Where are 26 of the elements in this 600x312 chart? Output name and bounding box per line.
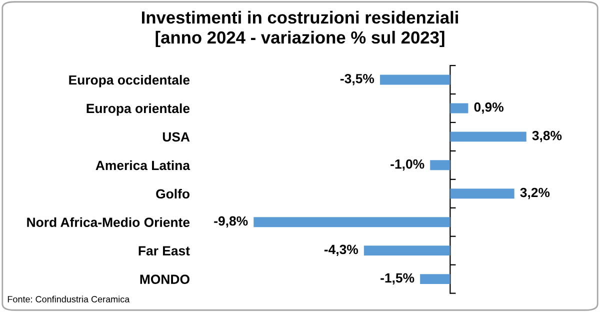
y-tick-label: USA: [162, 132, 190, 142]
bar: [420, 274, 450, 284]
y-tick-label: Far East: [138, 246, 190, 256]
bar: [254, 217, 450, 228]
source-note: Fonte: Confindustria Ceramica: [8, 296, 130, 302]
bar: [364, 246, 450, 256]
data-label: 3,8%: [532, 130, 562, 142]
bar: [430, 160, 450, 170]
data-label: -1,0%: [390, 159, 424, 171]
y-tick-label: Nord Africa-Medio Oriente: [27, 217, 190, 228]
y-tick-label: Europa occidentale: [69, 74, 190, 88]
data-label: 0,9%: [474, 102, 504, 114]
y-tick-label: America Latina: [96, 160, 190, 170]
bar: [450, 132, 526, 142]
data-label: -1,5%: [380, 273, 414, 284]
data-label: -9,8%: [214, 216, 248, 228]
y-tick-label: Golfo: [156, 188, 190, 199]
bar: [450, 103, 468, 114]
data-label: -3,5%: [340, 74, 374, 86]
bar: [450, 188, 514, 199]
y-tick-label: Europa orientale: [86, 103, 190, 116]
bar: [380, 74, 450, 85]
y-tick-label: MONDO: [140, 274, 190, 284]
data-label: 3,2%: [520, 188, 550, 200]
chart-title: Investimenti in costruzioni residenziali [anno 2024 - variazione % sul 2023]: [142, 10, 458, 48]
data-label: -4,3%: [324, 244, 358, 256]
